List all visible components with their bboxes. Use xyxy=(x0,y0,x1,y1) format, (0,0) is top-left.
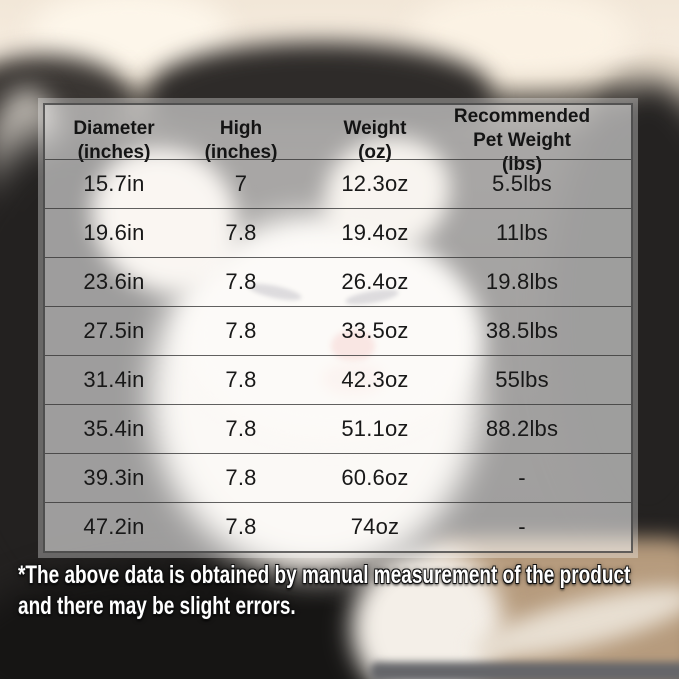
table-row: 31.4in 7.8 42.3oz 55lbs xyxy=(45,355,631,404)
table-row: 23.6in 7.8 26.4oz 19.8lbs xyxy=(45,257,631,306)
table-cell-weight: 60.6oz xyxy=(341,465,409,490)
table-cell-high: 7.8 xyxy=(225,220,257,245)
table-cell-high: 7.8 xyxy=(225,416,257,441)
table-cell-diameter: 15.7in xyxy=(83,171,145,196)
table-cell-diameter: 47.2in xyxy=(83,514,145,539)
table-cell-diameter: 19.6in xyxy=(83,220,145,245)
table-cell-pet-weight: 88.2lbs xyxy=(485,416,559,441)
table-cell-pet-weight: 19.8lbs xyxy=(485,269,559,294)
table-cell-weight: 74oz xyxy=(350,514,400,539)
table-cell-high: 7.8 xyxy=(225,465,257,490)
table-cell-pet-weight: - xyxy=(518,465,526,490)
table-cell-high: 7 xyxy=(234,171,248,196)
table-cell-pet-weight: 11lbs xyxy=(496,220,548,245)
table-cell-diameter: 39.3in xyxy=(83,465,145,490)
table-cell-high: 7.8 xyxy=(225,367,257,392)
table-row: 15.7in 7 12.3oz 5.5lbs xyxy=(45,159,631,208)
column-header-diameter: Diameter (inches) xyxy=(73,117,155,163)
column-header-weight: Weight (oz) xyxy=(343,117,407,163)
table-cell-high: 7.8 xyxy=(225,269,257,294)
table-cell-pet-weight: 55lbs xyxy=(495,367,549,392)
table-cell-weight: 12.3oz xyxy=(341,171,409,196)
column-header-high: High (inches) xyxy=(204,117,278,163)
floor-shadow-shape xyxy=(370,662,679,679)
table-cell-pet-weight: - xyxy=(518,514,526,539)
table-cell-diameter: 31.4in xyxy=(83,367,145,392)
table-cell-pet-weight: 38.5lbs xyxy=(485,318,559,343)
table-row: 27.5in 7.8 33.5oz 38.5lbs xyxy=(45,306,631,355)
table-cell-weight: 51.1oz xyxy=(341,416,409,441)
column-header-pet-weight: Recommended Pet Weight (lbs) xyxy=(453,106,591,175)
table-cell-weight: 42.3oz xyxy=(341,367,409,392)
table-row: 19.6in 7.8 19.4oz 11lbs xyxy=(45,208,631,257)
table-header-row: Diameter (inches) High (inches) Weight (… xyxy=(45,105,631,175)
table-cell-diameter: 27.5in xyxy=(83,318,145,343)
table-row: 39.3in 7.8 60.6oz - xyxy=(45,453,631,502)
table-cell-high: 7.8 xyxy=(225,318,257,343)
table-row: 47.2in 7.8 74oz - xyxy=(45,502,631,551)
table-cell-weight: 33.5oz xyxy=(341,318,409,343)
table-cell-weight: 26.4oz xyxy=(341,269,409,294)
table-cell-weight: 19.4oz xyxy=(341,220,409,245)
table-cell-diameter: 23.6in xyxy=(83,269,145,294)
table-cell-high: 7.8 xyxy=(225,514,257,539)
measurement-footnote: *The above data is obtained by manual me… xyxy=(18,561,631,620)
table-row: 35.4in 7.8 51.1oz 88.2lbs xyxy=(45,404,631,453)
table-cell-diameter: 35.4in xyxy=(83,416,145,441)
size-chart-table: Diameter (inches) High (inches) Weight (… xyxy=(43,103,633,553)
table-cell-pet-weight: 5.5lbs xyxy=(492,171,552,196)
